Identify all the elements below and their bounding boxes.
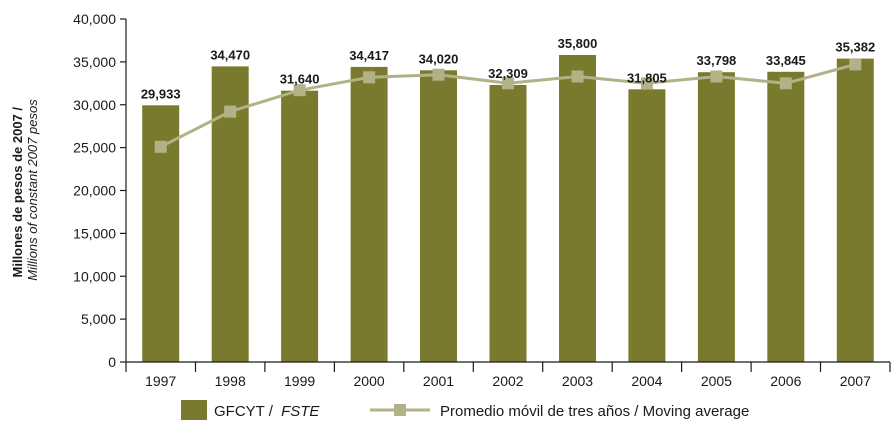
- moving-average-marker-2002: [502, 77, 514, 90]
- x-tick-label-2007: 2007: [840, 373, 871, 389]
- bars-group: [142, 55, 874, 363]
- bar-2002: [489, 85, 527, 362]
- bar-2005: [697, 72, 735, 362]
- bar-1999: [281, 90, 319, 362]
- y-tick-label-0: 0: [108, 354, 116, 370]
- x-tick-label-2001: 2001: [423, 373, 454, 389]
- data-label-2001: 34,020: [419, 51, 459, 66]
- legend: GFCYT / FSTE Promedio móvil de tres años…: [181, 400, 749, 420]
- x-tick-label-2002: 2002: [492, 373, 523, 389]
- moving-average-marker-2001: [432, 68, 445, 81]
- y-tick-label-5: 25,000: [73, 140, 116, 156]
- moving-average-marker-2004: [640, 77, 653, 90]
- legend-bar-label: GFCYT / FSTE: [214, 403, 320, 420]
- bar-2003: [559, 55, 596, 362]
- y-tick-label-8: 40,000: [73, 11, 116, 27]
- moving-average-marker-2003: [571, 70, 584, 83]
- legend-line-marker: [394, 404, 406, 416]
- moving-average-marker-1997: [154, 140, 167, 153]
- x-tick-label-2000: 2000: [354, 373, 385, 389]
- bar-2006: [767, 71, 805, 363]
- bar-2004: [628, 89, 666, 363]
- y-axis-title: Millones de pesos de 2007 / Millions of …: [9, 99, 40, 281]
- x-tick-label-1999: 1999: [284, 373, 315, 389]
- data-label-1998: 34,470: [210, 47, 250, 62]
- y-tick-label-2: 10,000: [73, 268, 116, 284]
- data-label-2002: 32,309: [488, 66, 528, 81]
- data-label-2007: 35,382: [835, 40, 875, 55]
- data-label-2003: 35,800: [558, 36, 598, 51]
- x-tick-label-2004: 2004: [631, 373, 662, 389]
- data-label-1997: 29,933: [141, 86, 181, 101]
- y-tick-label-7: 35,000: [73, 54, 116, 70]
- legend-bar-swatch: [181, 400, 207, 420]
- moving-average-marker-2005: [710, 70, 723, 83]
- data-label-1999: 31,640: [280, 72, 320, 87]
- y-tick-label-1: 5,000: [81, 311, 116, 327]
- y-tick-label-3: 15,000: [73, 225, 116, 241]
- x-tick-label-2005: 2005: [701, 373, 732, 389]
- data-label-2004: 31,805: [627, 70, 667, 85]
- x-tick-label-1997: 1997: [145, 373, 176, 389]
- bar-2007: [836, 58, 874, 362]
- moving-average-marker-2007: [849, 58, 862, 71]
- x-tick-label-2006: 2006: [770, 373, 801, 389]
- moving-average-marker-2006: [779, 77, 792, 90]
- y-tick-label-6: 30,000: [73, 97, 116, 113]
- bar-2001: [420, 70, 457, 363]
- legend-bar-label-main: GFCYT /: [214, 403, 274, 420]
- y-axis-title-sub: Millions of constant 2007 pesos: [25, 99, 40, 281]
- y-tick-label-4: 20,000: [73, 183, 116, 199]
- data-label-2006: 33,845: [766, 53, 806, 68]
- moving-average-marker-1998: [224, 105, 237, 118]
- moving-average-marker-2000: [363, 71, 376, 84]
- y-axis-title-main: Millones de pesos de 2007 /: [10, 107, 25, 278]
- labels-group: 29,933 34,470 31,640 34,417 34,020 32,309 35,8…: [141, 36, 875, 101]
- x-tick-label-2003: 2003: [562, 373, 593, 389]
- moving-average-group: [154, 58, 862, 153]
- legend-bar-label-italic: FSTE: [281, 403, 320, 420]
- axes-group: 0 5,000 10,000 15,000 20,000 25,000 30,000 35,0…: [73, 11, 891, 389]
- data-label-2005: 33,798: [697, 53, 737, 68]
- data-label-2000: 34,417: [349, 48, 389, 63]
- legend-line-label: Promedio móvil de tres años / Moving ave…: [440, 403, 749, 420]
- moving-average-marker-1999: [293, 84, 306, 97]
- bar-2000: [350, 66, 388, 363]
- x-tick-label-1998: 1998: [215, 373, 246, 389]
